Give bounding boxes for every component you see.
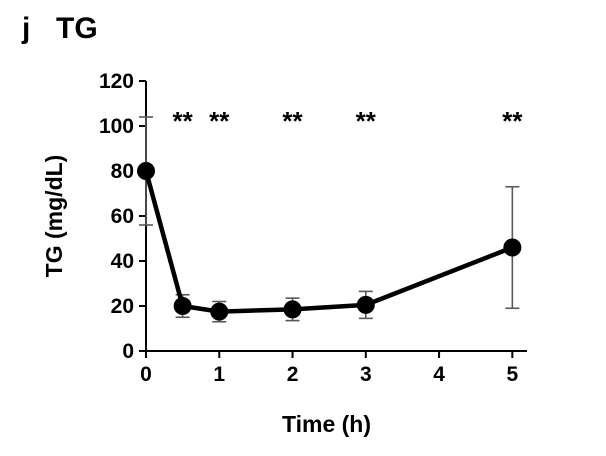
- error-bars: [139, 116, 520, 323]
- x-ticks: 0 1 2 3 4 5: [140, 351, 519, 386]
- y-tick-label: 80: [111, 160, 134, 183]
- significance-marker: **: [282, 106, 303, 136]
- significance-labels: ** ** ** ** **: [173, 106, 524, 136]
- data-point: [173, 297, 192, 315]
- x-tick-label: 0: [140, 363, 152, 386]
- data-point: [283, 300, 302, 319]
- y-tick-label: 100: [99, 115, 134, 138]
- panel-title: TG: [56, 12, 98, 45]
- significance-marker: **: [502, 106, 523, 136]
- data-series: [137, 162, 522, 321]
- x-tick-label: 5: [507, 363, 519, 386]
- y-tick-label: 60: [111, 205, 134, 228]
- x-tick-label: 3: [360, 363, 372, 386]
- significance-marker: **: [173, 106, 194, 136]
- significance-marker: **: [356, 106, 377, 136]
- data-point: [356, 295, 375, 314]
- data-point: [503, 238, 522, 257]
- x-tick-label: 1: [213, 363, 225, 386]
- y-ticks: 0 20 40 60 80 100 120: [99, 70, 146, 363]
- significance-marker: **: [209, 106, 230, 136]
- y-tick-label: 40: [111, 250, 134, 273]
- y-axis-title: TG (mg/dL): [41, 155, 67, 278]
- panel-letter: j: [22, 12, 31, 45]
- data-point: [137, 162, 155, 180]
- x-axis-title: Time (h): [282, 411, 371, 437]
- y-tick-label: 0: [122, 340, 134, 363]
- series-line: [143, 170, 514, 314]
- y-tick-label: 120: [99, 70, 134, 93]
- data-point: [210, 302, 229, 321]
- y-tick-label: 20: [111, 295, 134, 318]
- x-tick-label: 4: [433, 363, 445, 386]
- x-tick-label: 2: [287, 363, 299, 386]
